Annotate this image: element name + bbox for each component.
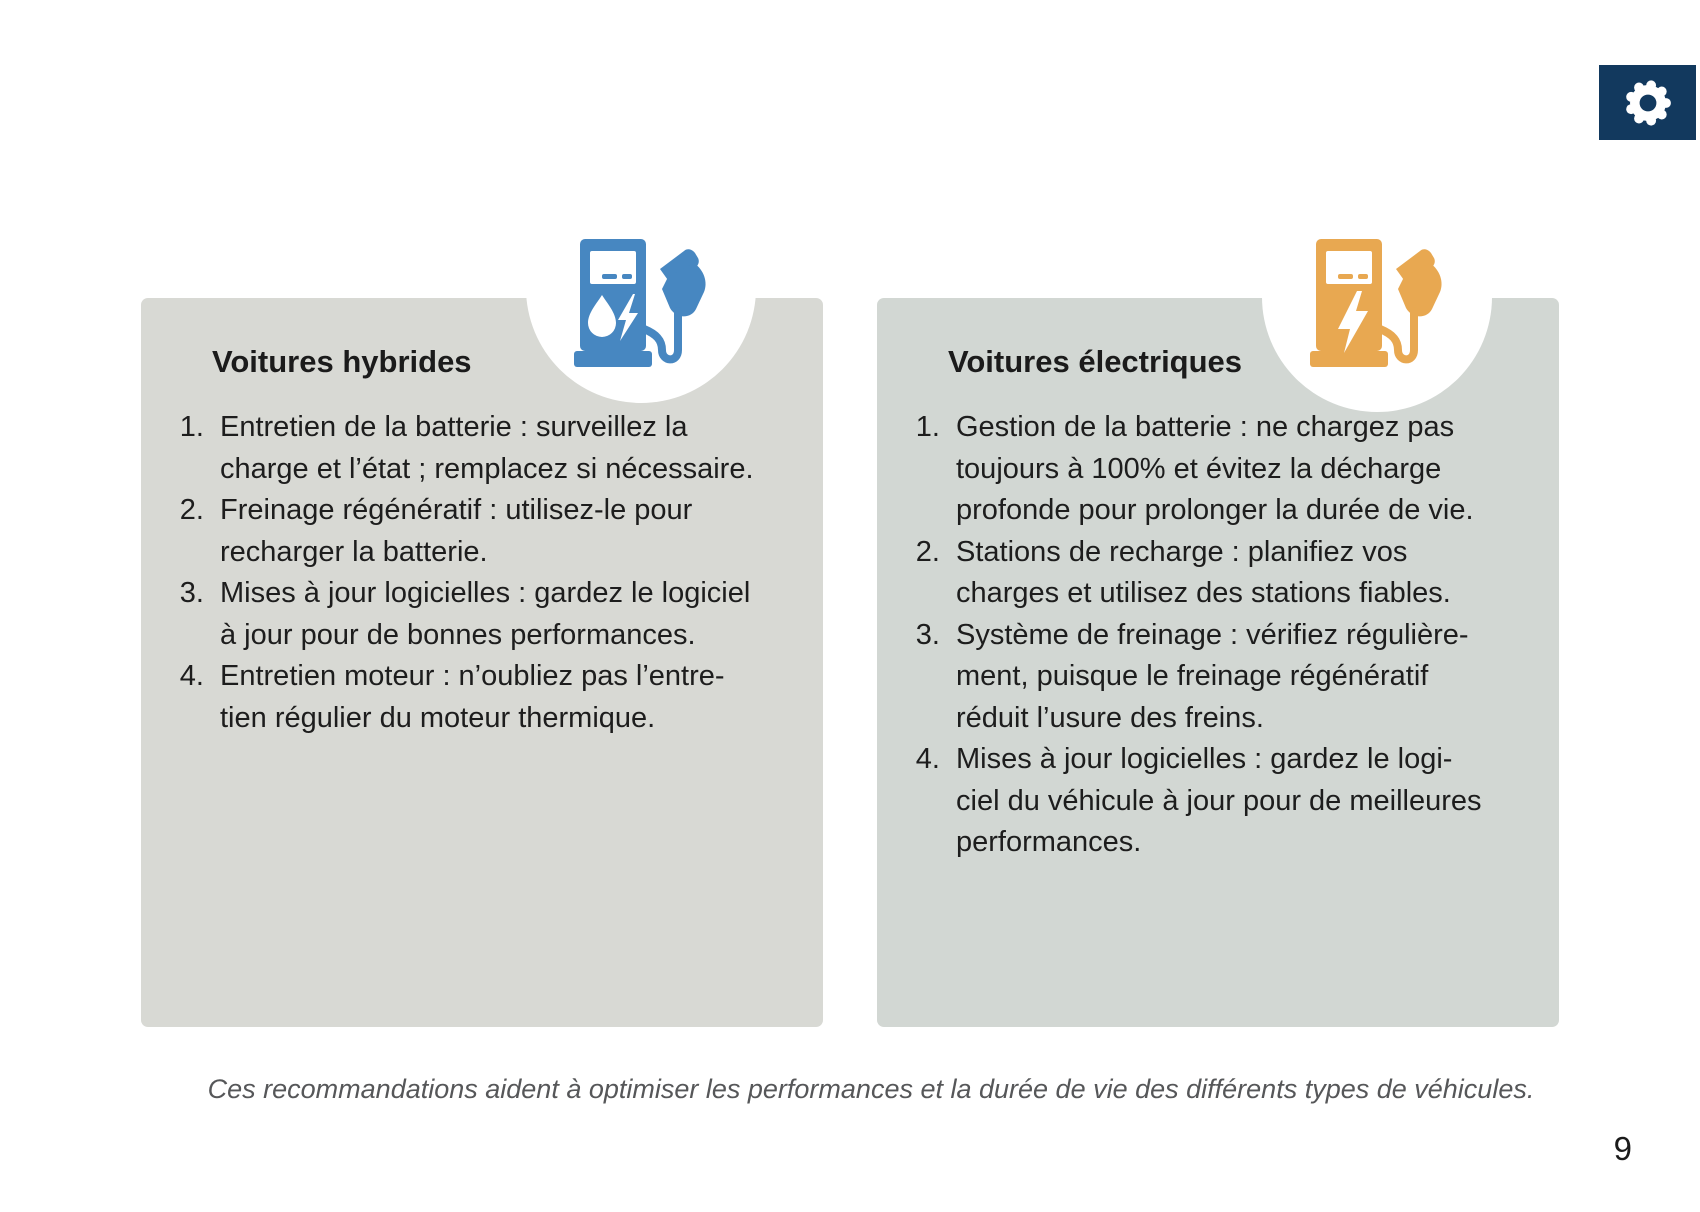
list-item: Mises à jour logicielles : gardez le log… — [948, 739, 1547, 864]
card-hybrid: Voitures hybrides Entretien de la batter… — [141, 298, 823, 1027]
list-item: Entretien moteur : n’oubliez pas l’entre… — [212, 656, 811, 739]
fuel-pump-hybrid-icon — [574, 239, 706, 367]
list-item: Mises à jour logicielles : gardez le log… — [212, 573, 811, 656]
card-title-electric: Voitures électriques — [948, 344, 1243, 379]
list-item: Entretien de la batterie : surveillez la… — [212, 407, 811, 490]
gear-icon — [1625, 79, 1671, 126]
list-item: Système de freinage : vérifiez régulière… — [948, 615, 1547, 740]
electric-tips-list: Gestion de la batterie : ne chargez pas … — [877, 407, 1547, 864]
card-title-hybrid: Voitures hybrides — [212, 344, 472, 379]
list-item: Freinage régénératif : utilisez-le pour … — [212, 490, 811, 573]
footer-note: Ces recommandations aident à optimiser l… — [207, 1074, 1535, 1104]
list-item: Stations de recharge : planifiez vos cha… — [948, 532, 1547, 615]
list-item: Gestion de la batterie : ne chargez pas … — [948, 407, 1547, 532]
page-number: 9 — [1613, 1130, 1632, 1167]
settings-button[interactable] — [1599, 65, 1696, 140]
ev-charger-icon — [1310, 239, 1442, 367]
hybrid-tips-list: Entretien de la batterie : surveillez la… — [141, 407, 811, 739]
card-electric: Voitures électriques Gestion de la batte… — [877, 298, 1559, 1027]
